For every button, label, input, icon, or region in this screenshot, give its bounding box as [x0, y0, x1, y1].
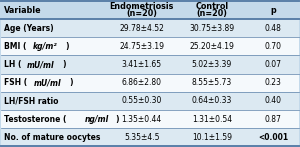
Text: 0.87: 0.87: [265, 115, 282, 123]
Text: 5.02±3.39: 5.02±3.39: [192, 60, 232, 69]
Text: mU/ml: mU/ml: [27, 60, 54, 69]
Text: 0.07: 0.07: [265, 60, 282, 69]
Text: 0.70: 0.70: [265, 42, 282, 51]
Text: Control: Control: [195, 2, 229, 11]
Text: 0.48: 0.48: [265, 24, 282, 33]
Text: 0.40: 0.40: [265, 96, 282, 105]
Text: Testosterone (: Testosterone (: [4, 115, 67, 123]
Bar: [1, 92, 299, 110]
Text: 6.86±2.80: 6.86±2.80: [122, 78, 162, 87]
Text: 24.75±3.19: 24.75±3.19: [119, 42, 164, 51]
Text: 25.20±4.19: 25.20±4.19: [190, 42, 234, 51]
Text: Age (Years): Age (Years): [4, 24, 54, 33]
Text: No. of mature oocytes: No. of mature oocytes: [4, 133, 101, 142]
Text: <0.001: <0.001: [258, 133, 288, 142]
Text: LH (: LH (: [4, 60, 22, 69]
Bar: [1, 74, 299, 92]
Text: ): ): [65, 42, 68, 51]
Text: ): ): [62, 60, 66, 69]
Text: 8.55±5.73: 8.55±5.73: [192, 78, 232, 87]
Bar: [1, 1, 299, 19]
Text: 5.35±4.5: 5.35±4.5: [124, 133, 160, 142]
Bar: [1, 128, 299, 146]
Bar: [1, 55, 299, 74]
Text: ng/ml: ng/ml: [85, 115, 109, 123]
Text: 0.64±0.33: 0.64±0.33: [192, 96, 232, 105]
Text: 1.35±0.44: 1.35±0.44: [122, 115, 162, 123]
Text: kg/m²: kg/m²: [33, 42, 58, 51]
Text: mU/ml: mU/ml: [34, 78, 62, 87]
Text: Variable: Variable: [4, 6, 42, 15]
Text: Endometriosis: Endometriosis: [110, 2, 174, 11]
Text: FSH (: FSH (: [4, 78, 28, 87]
Text: 1.31±0.54: 1.31±0.54: [192, 115, 232, 123]
Text: LH/FSH ratio: LH/FSH ratio: [4, 96, 59, 105]
Bar: [1, 19, 299, 37]
Text: (n=20): (n=20): [126, 9, 157, 18]
Text: 30.75±3.89: 30.75±3.89: [189, 24, 235, 33]
Text: BMI (: BMI (: [4, 42, 27, 51]
Text: ): ): [116, 115, 119, 123]
Text: p: p: [270, 6, 276, 15]
Text: ): ): [70, 78, 73, 87]
Bar: [1, 110, 299, 128]
Bar: [1, 37, 299, 55]
Text: 0.23: 0.23: [265, 78, 282, 87]
Text: 3.41±1.65: 3.41±1.65: [122, 60, 162, 69]
Text: 10.1±1.59: 10.1±1.59: [192, 133, 232, 142]
Text: 0.55±0.30: 0.55±0.30: [122, 96, 162, 105]
Text: 29.78±4.52: 29.78±4.52: [119, 24, 164, 33]
Text: (n=20): (n=20): [196, 9, 227, 18]
